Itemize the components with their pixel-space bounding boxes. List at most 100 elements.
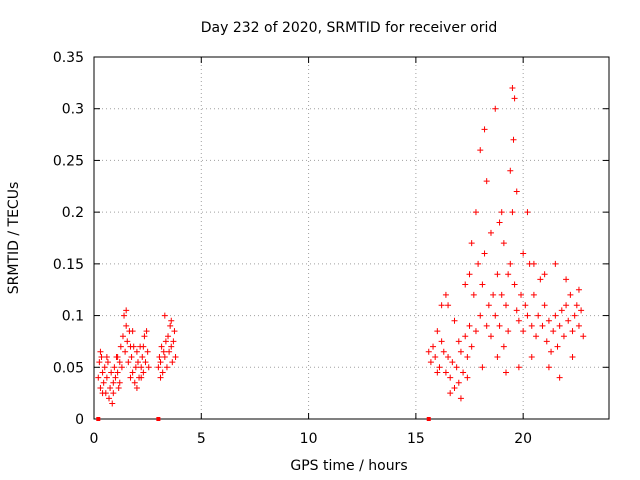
data-point [124,338,131,345]
x-tick-label: 15 [407,431,425,447]
data-point [118,364,125,371]
data-point [464,374,471,381]
data-point [530,291,537,298]
data-point [524,209,531,216]
data-point [509,209,516,216]
data-point [125,359,132,366]
data-point [134,359,141,366]
data-point [144,348,151,355]
data-point [168,317,175,324]
data-point [490,291,497,298]
data-point [460,369,467,376]
data-point [485,302,492,309]
data-point [442,369,449,376]
data-point [535,312,542,319]
data-point [511,281,518,288]
data-point [541,302,548,309]
data-point [129,369,136,376]
data-point [533,333,540,340]
data-point [132,364,139,371]
data-point [434,369,441,376]
data-point [115,384,122,391]
data-point [155,364,162,371]
data-point [131,379,138,386]
y-tick-label: 0.25 [53,153,84,169]
data-point [447,374,454,381]
data-point [496,219,503,226]
data-point [575,286,582,293]
data-point [548,348,555,355]
data-point [106,395,113,402]
data-point [427,359,434,366]
data-point [500,343,507,350]
y-axis-label: SRMTID / TECUs [6,182,22,295]
data-point [515,317,522,324]
data-point [511,95,518,102]
data-point [451,384,458,391]
y-tick-label: 0.15 [53,257,84,273]
data-point [556,374,563,381]
data-point [578,307,585,314]
data-point [116,379,123,386]
data-point [109,400,116,407]
data-point [161,353,168,360]
data-point [157,359,164,366]
data-point [97,348,104,355]
data-point [127,343,134,350]
data-point [166,348,173,355]
baseline-markers [96,417,431,421]
data-point [483,322,490,329]
data-point [442,291,449,298]
data-point [114,369,121,376]
data-point [569,328,576,335]
data-point [171,328,178,335]
data-point [492,312,499,319]
data-point [528,322,535,329]
data-point [100,379,107,386]
data-point [479,281,486,288]
data-point [110,379,117,386]
data-point [475,260,482,267]
data-point [159,369,166,376]
x-tick-label: 10 [300,431,318,447]
baseline-marker [156,417,161,421]
data-point [138,364,145,371]
data-point [133,348,140,355]
x-tick-label: 0 [90,431,99,447]
data-point [122,348,129,355]
data-point [510,136,517,143]
x-tick-label: 20 [514,431,532,447]
data-point [158,343,165,350]
data-point [107,384,114,391]
data-point [108,369,115,376]
data-point [449,359,456,366]
data-point [119,333,126,340]
data-point [545,364,552,371]
data-point [167,322,174,329]
data-point [556,322,563,329]
data-point [505,328,512,335]
data-point [98,353,105,360]
data-point [580,333,587,340]
grid-lines [94,57,609,419]
data-point [507,260,514,267]
data-point [142,359,149,366]
data-point [563,276,570,283]
data-point [99,390,106,397]
data-point [451,317,458,324]
y-tick-label: 0.35 [53,50,84,66]
data-point [530,260,537,267]
data-point [518,291,525,298]
data-point [457,348,464,355]
data-point [466,271,473,278]
data-point [145,364,152,371]
x-tick-label: 5 [197,431,206,447]
data-point [567,291,574,298]
data-point [481,250,488,257]
data-point [545,317,552,324]
data-point [101,364,108,371]
chart-title: Day 232 of 2020, SRMTID for receiver ori… [201,20,498,36]
y-tick-label: 0.2 [62,205,84,221]
data-point [498,291,505,298]
data-point [537,276,544,283]
